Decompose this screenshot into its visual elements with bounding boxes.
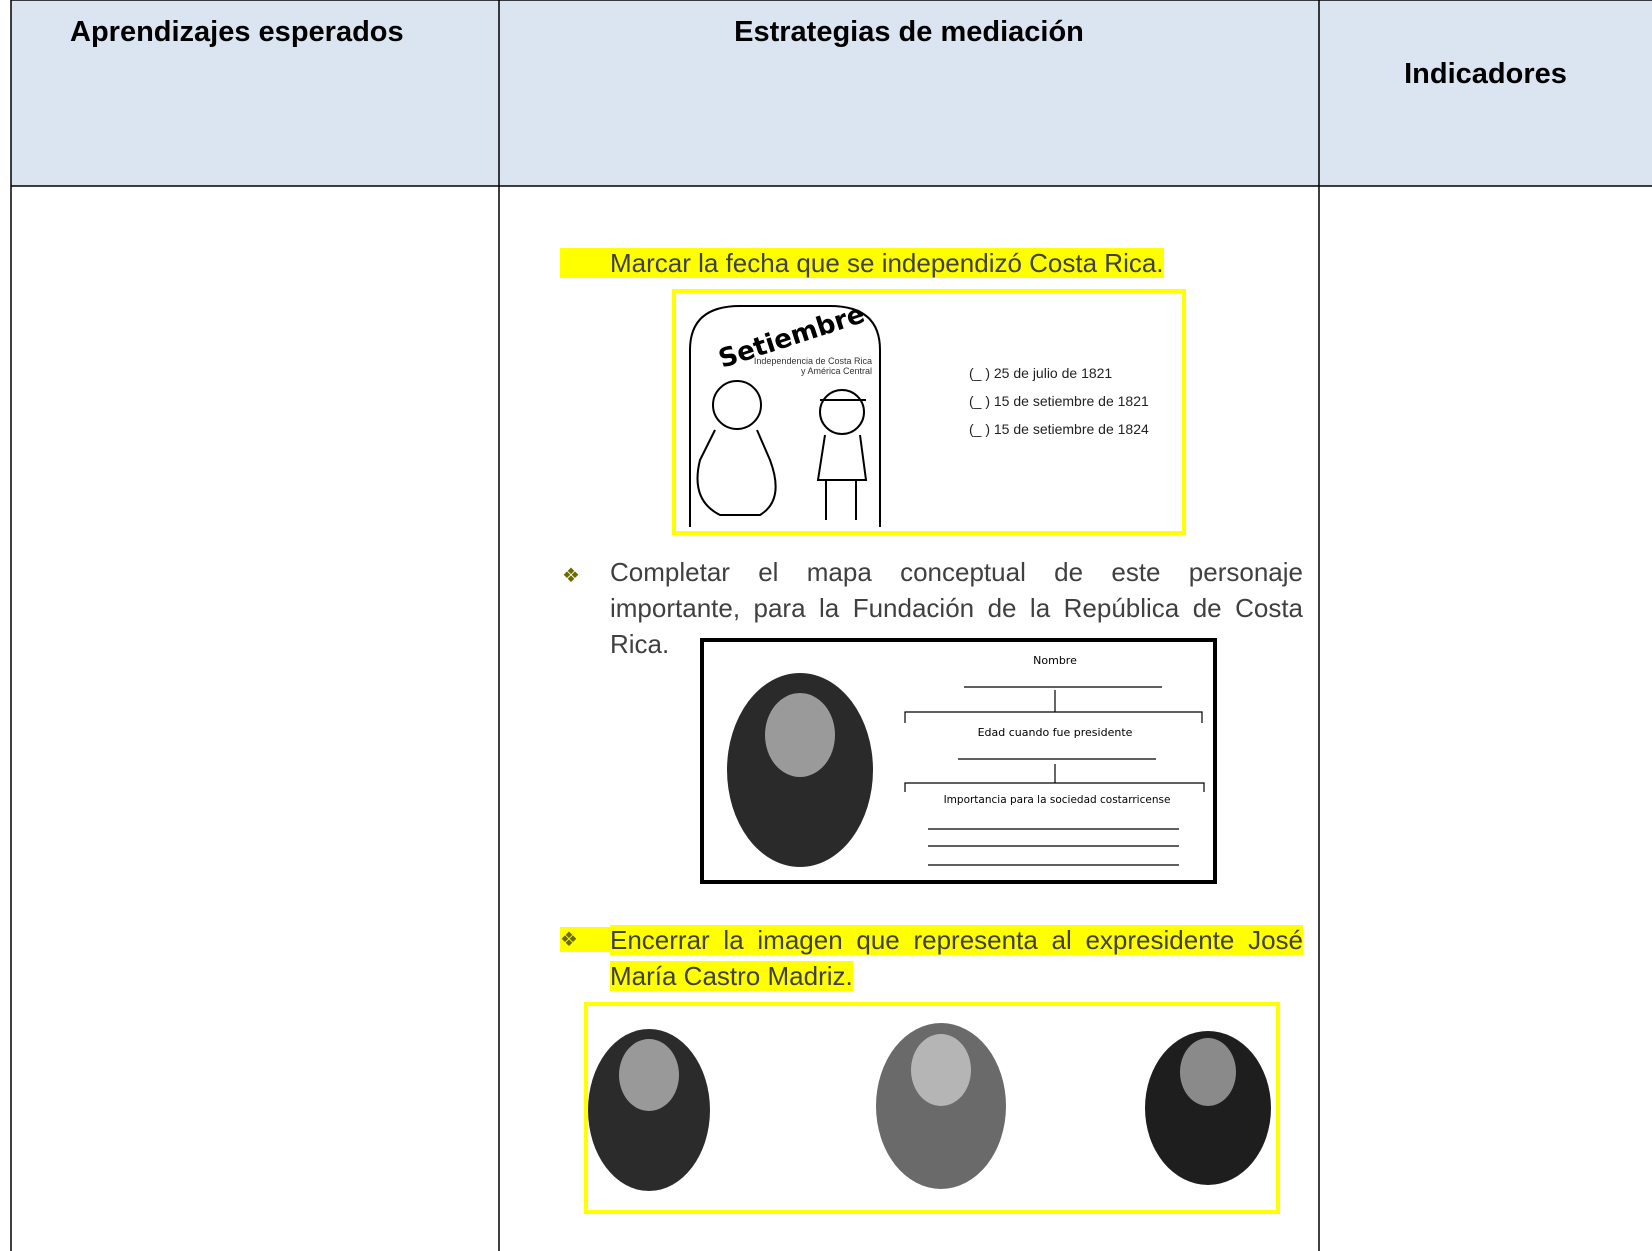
map-field: Nombre [1033,654,1077,667]
bullet: ❖ [562,565,580,587]
option: (_ ) 25 de julio de 1821 [969,365,1113,381]
activity-text: Completar el mapa conceptual de este per… [610,557,1303,659]
option: (_ ) 15 de setiembre de 1824 [969,421,1149,437]
map-field: Edad cuando fue presidente [977,726,1133,739]
header-cell: Indicadores [1404,58,1567,90]
activity-text: Encerrar la imagen que representa al exp… [610,922,1303,994]
bullet: ❖ [560,927,610,952]
header-cell: Estrategias de mediación [734,16,1084,48]
map-field: Importancia para la sociedad costarricen… [943,794,1171,806]
image-caption: Independencia de Costa Rica y América Ce… [753,356,872,376]
calendar-frame [689,305,881,527]
option: (_ ) 15 de setiembre de 1821 [969,393,1149,409]
header-cell: Aprendizajes esperados [70,16,404,48]
activity-text: Marcar la fecha que se independizó Costa… [560,248,1164,278]
portrait [1145,1031,1271,1185]
header-row [11,0,1652,186]
image-frame [672,289,1186,535]
activity-text: Encerrar la imagen que representa al exp… [610,925,1303,991]
activity-text: Marcar la fecha que se independizó Costa… [560,245,1164,281]
